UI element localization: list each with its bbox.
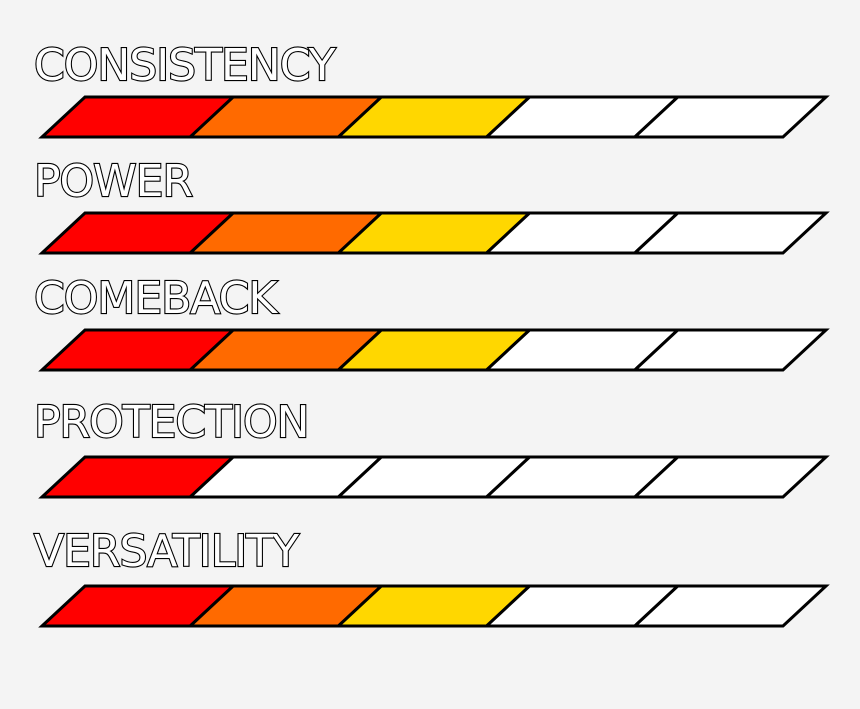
stat-label-versatility: VERSATILITY <box>34 526 299 577</box>
rating-bar-consistency <box>38 95 830 139</box>
stat-label-power: POWER <box>34 156 192 207</box>
stat-label-protection: PROTECTION <box>34 397 309 448</box>
rating-bar-versatility <box>38 584 830 628</box>
rating-segment-comeback-5-empty <box>630 328 830 372</box>
stat-label-consistency: CONSISTENCY <box>34 40 336 91</box>
stat-row-power: POWER <box>33 155 830 255</box>
stat-row-protection: PROTECTION <box>33 396 830 499</box>
rating-bar-power <box>38 211 830 255</box>
rating-segment-protection-5-empty <box>630 455 830 499</box>
rating-segment-power-5-empty <box>630 211 830 255</box>
rating-bar-protection <box>38 455 830 499</box>
rating-segment-consistency-5-empty <box>630 95 830 139</box>
stat-row-consistency: CONSISTENCY <box>33 39 830 139</box>
stat-row-comeback: COMEBACK <box>33 272 830 372</box>
stat-row-versatility: VERSATILITY <box>33 525 830 628</box>
stat-label-comeback: COMEBACK <box>34 273 278 324</box>
rating-segment-versatility-5-empty <box>630 584 830 628</box>
rating-bar-comeback <box>38 328 830 372</box>
